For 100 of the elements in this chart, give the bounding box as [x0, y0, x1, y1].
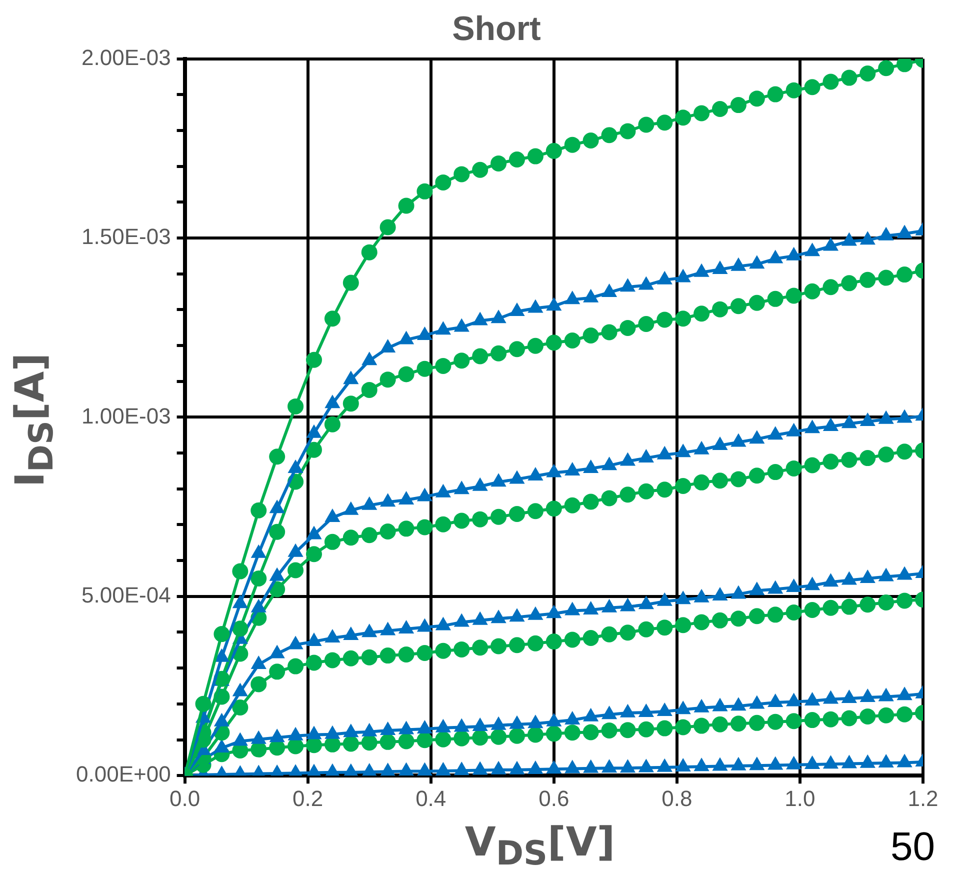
point: [583, 459, 599, 473]
point: [380, 622, 396, 636]
point: [306, 424, 322, 438]
point: [896, 266, 913, 283]
point: [860, 272, 876, 288]
point: [454, 166, 470, 182]
x-tick-label: 1.0: [784, 786, 816, 811]
point: [269, 567, 285, 581]
point: [546, 760, 562, 774]
point: [454, 718, 470, 732]
point: [306, 526, 322, 540]
point: [398, 366, 414, 382]
point: [768, 756, 784, 770]
point: [786, 288, 802, 304]
point: [841, 70, 858, 86]
point: [786, 692, 802, 706]
point: [232, 594, 248, 608]
point: [620, 320, 636, 336]
point: [583, 601, 599, 615]
point: [804, 420, 820, 434]
point: [306, 442, 322, 458]
point: [288, 636, 304, 650]
point: [878, 446, 894, 462]
point: [601, 490, 618, 506]
point: [656, 482, 673, 498]
point: [250, 570, 267, 586]
point: [362, 496, 378, 510]
point: [472, 718, 488, 731]
point: [860, 569, 876, 583]
point: [546, 712, 562, 726]
x-tick-label: 0.2: [292, 786, 324, 811]
point: [288, 726, 304, 740]
point: [380, 762, 396, 776]
point: [490, 610, 506, 624]
point: [620, 486, 636, 503]
point: [362, 352, 378, 366]
point: [860, 65, 876, 82]
point: [712, 587, 728, 601]
point: [860, 450, 876, 466]
y-tick-label: 2.00E-03: [82, 44, 171, 70]
point: [508, 152, 525, 168]
point: [250, 598, 266, 612]
point: [380, 493, 396, 507]
point: [620, 598, 636, 612]
point: [601, 706, 618, 720]
point: [454, 512, 470, 529]
point: [748, 90, 765, 107]
point: [582, 327, 599, 344]
point: [398, 762, 414, 776]
point: [454, 762, 470, 776]
point: [324, 508, 340, 522]
point: [620, 704, 636, 718]
point: [730, 585, 746, 599]
point: [896, 686, 912, 700]
point: [730, 298, 746, 314]
point: [472, 611, 488, 625]
point: [656, 758, 672, 772]
point: [878, 754, 894, 768]
point: [343, 724, 359, 738]
point: [564, 760, 580, 774]
point: [656, 312, 673, 328]
point: [786, 460, 802, 476]
point: [509, 715, 525, 729]
point: [509, 608, 525, 622]
point: [694, 698, 710, 712]
point: [620, 759, 636, 773]
x-tick-label: 0.0: [170, 786, 200, 811]
point: [324, 310, 340, 327]
point: [398, 720, 414, 734]
point: [435, 616, 451, 630]
point: [656, 592, 672, 606]
point: [860, 754, 876, 768]
point: [896, 409, 912, 423]
point: [768, 693, 784, 707]
point: [435, 484, 451, 498]
point: [767, 464, 784, 480]
point: [472, 162, 488, 178]
point: [675, 110, 692, 126]
point: [822, 454, 839, 470]
point: [564, 711, 580, 725]
point: [675, 758, 691, 772]
point: [656, 446, 672, 460]
point: [472, 348, 488, 364]
point: [582, 494, 599, 510]
point: [324, 725, 340, 739]
point: [768, 580, 784, 594]
point: [730, 697, 746, 711]
point: [416, 618, 433, 632]
point: [878, 688, 894, 702]
x-tick-label: 0.6: [538, 786, 570, 811]
point: [878, 60, 894, 76]
point: [712, 757, 728, 771]
point: [362, 763, 378, 776]
point: [786, 578, 802, 592]
point: [342, 274, 359, 291]
point: [804, 692, 820, 706]
point: [416, 183, 433, 200]
point: [601, 759, 618, 773]
point: [490, 760, 506, 774]
point: [380, 721, 396, 735]
